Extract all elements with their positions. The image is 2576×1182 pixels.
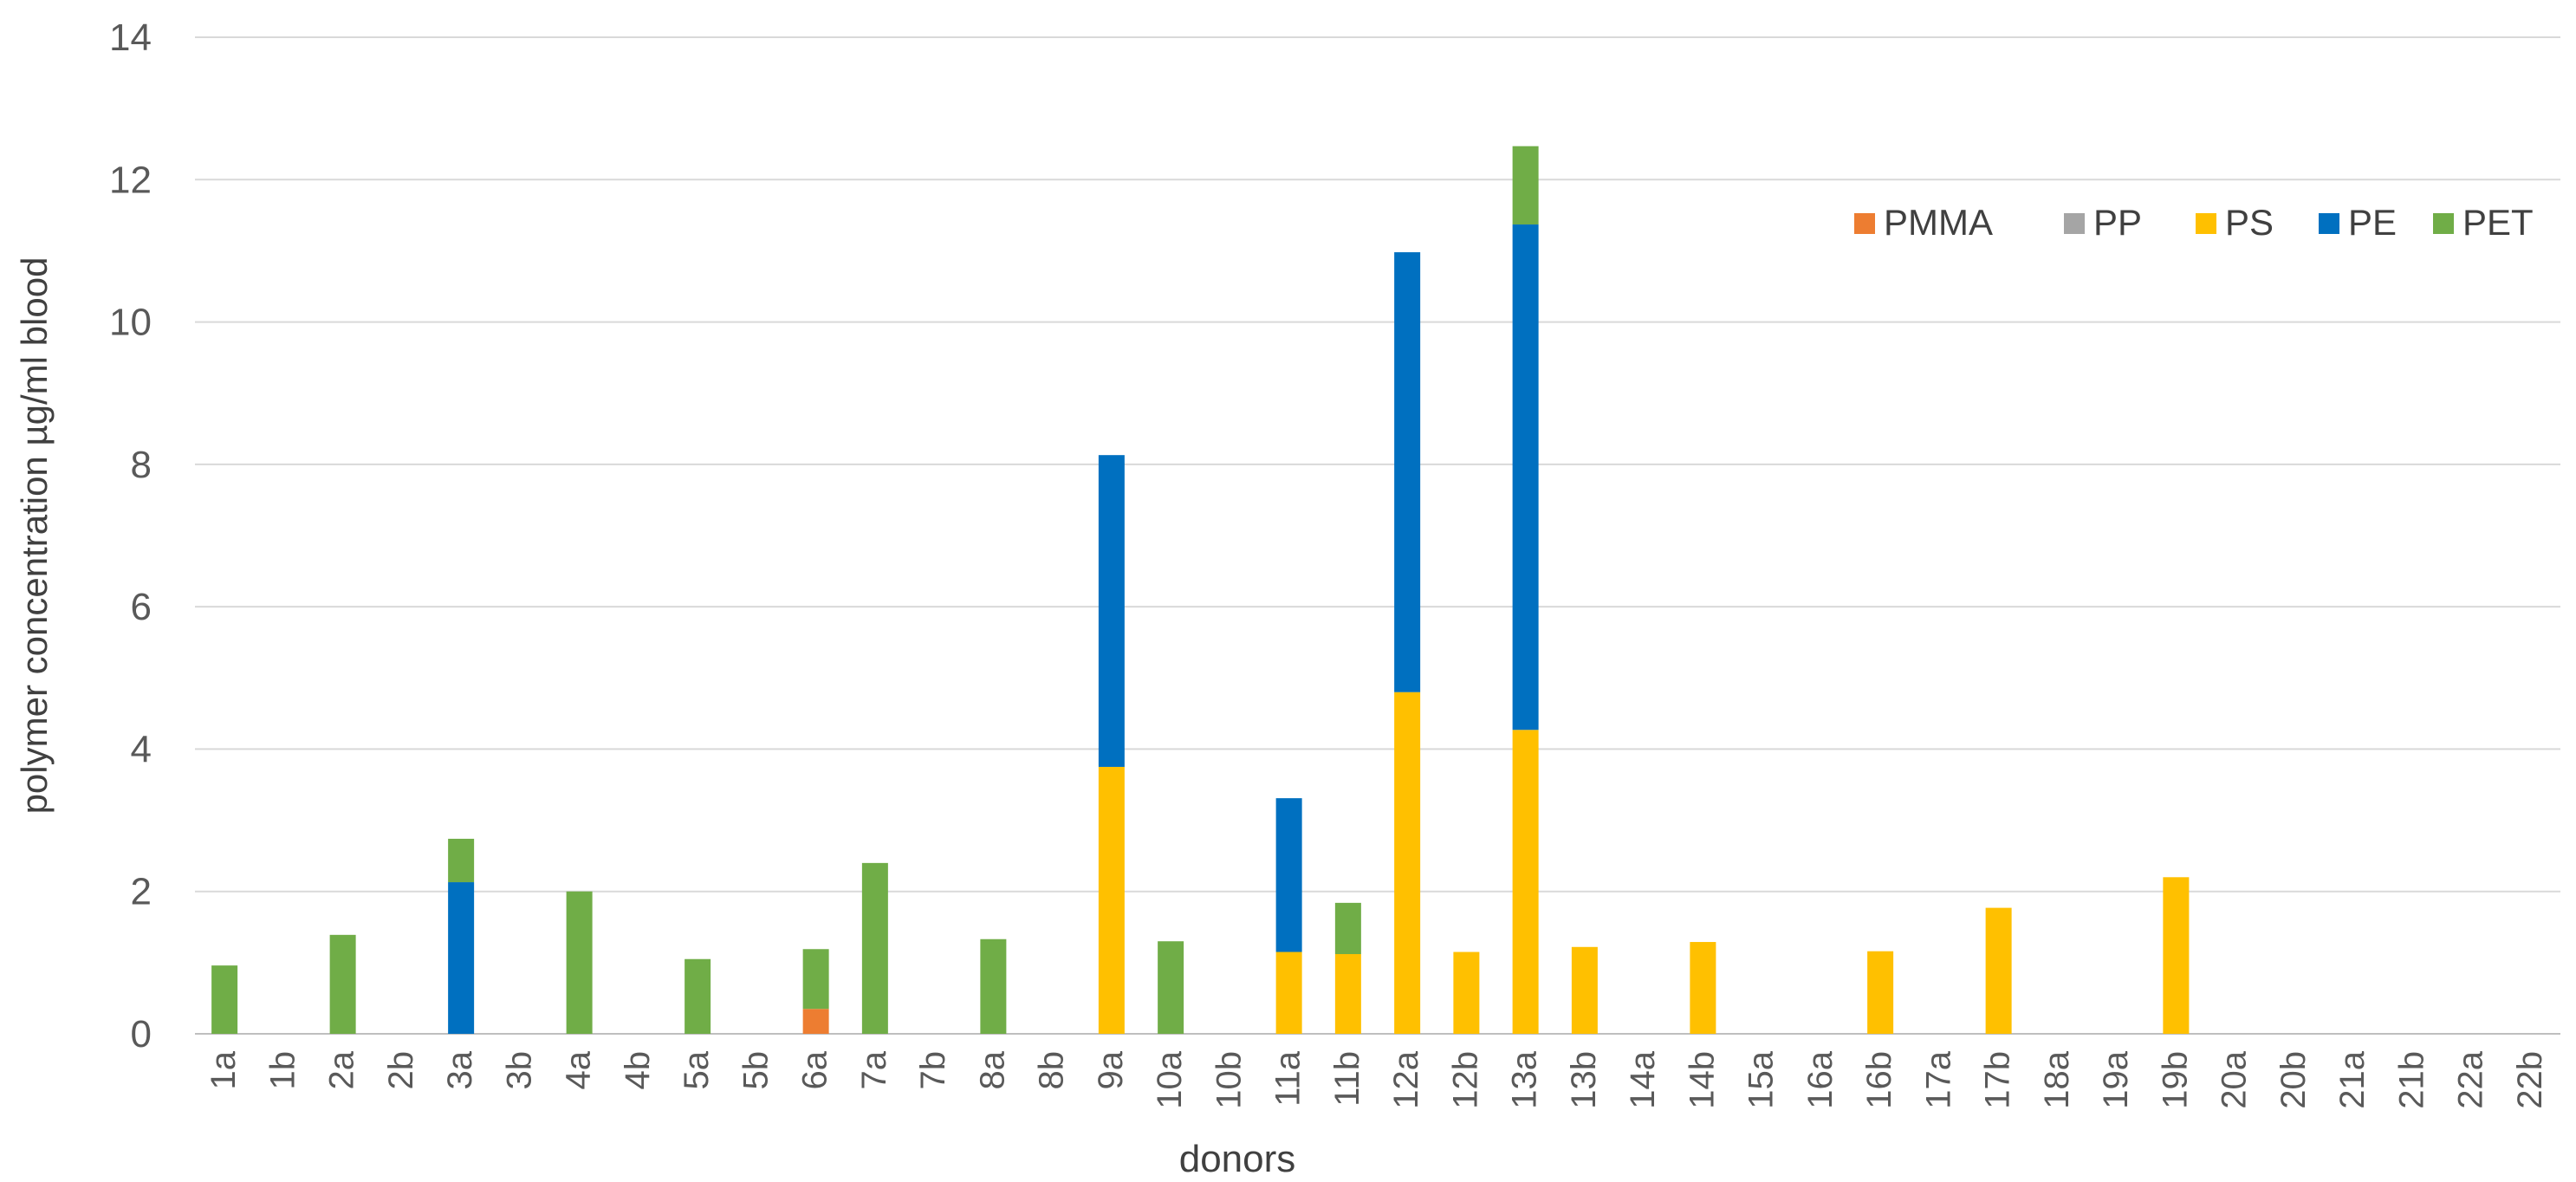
x-tick-label: 11b bbox=[1328, 1051, 1366, 1107]
x-tick-label: 17b bbox=[1979, 1051, 2017, 1109]
legend-label-pmma: PMMA bbox=[1884, 202, 1993, 243]
x-tick-label: 7a bbox=[855, 1050, 893, 1089]
bar-segment-pet-2a bbox=[329, 934, 356, 1034]
y-tick-label: 2 bbox=[131, 871, 152, 913]
legend-swatch-pmma bbox=[1854, 213, 1875, 234]
legend-swatch-pet bbox=[2433, 213, 2454, 234]
x-tick-label: 20b bbox=[2274, 1051, 2313, 1109]
bars bbox=[211, 146, 2190, 1034]
x-tick-label: 19b bbox=[2156, 1051, 2194, 1109]
x-tick-label: 22b bbox=[2511, 1051, 2549, 1109]
x-tick-label: 10a bbox=[1151, 1050, 1189, 1108]
legend-label-pp: PP bbox=[2093, 202, 2142, 243]
bar-segment-ps-13a bbox=[1512, 730, 1539, 1034]
x-tick-label: 21a bbox=[2333, 1050, 2372, 1108]
x-tick-label: 4b bbox=[619, 1051, 657, 1090]
bar-segment-ps-9a bbox=[1098, 766, 1125, 1034]
y-tick-label: 6 bbox=[131, 586, 152, 628]
legend-label-pet: PET bbox=[2462, 202, 2534, 243]
x-tick-label: 16a bbox=[1801, 1050, 1840, 1108]
bar-segment-ps-16b bbox=[1867, 951, 1894, 1034]
legend-label-pe: PE bbox=[2348, 202, 2397, 243]
x-tick-label: 10b bbox=[1210, 1051, 1248, 1109]
bar-segment-pet-4a bbox=[566, 891, 593, 1034]
x-tick-label: 12a bbox=[1387, 1050, 1425, 1108]
bar-segment-ps-19b bbox=[2163, 877, 2190, 1034]
bar-segment-pet-1a bbox=[211, 965, 238, 1034]
x-tick-label: 17a bbox=[1919, 1050, 1957, 1108]
x-tick-label: 11a bbox=[1269, 1050, 1307, 1107]
bar-segment-pet-6a bbox=[802, 949, 829, 1010]
legend-label-ps: PS bbox=[2225, 202, 2274, 243]
bar-segment-pe-9a bbox=[1098, 455, 1125, 767]
legend-swatch-ps bbox=[2196, 213, 2216, 234]
x-tick-label: 2a bbox=[323, 1050, 361, 1089]
x-tick-label: 13a bbox=[1506, 1050, 1544, 1108]
bar-segment-pe-11a bbox=[1275, 798, 1302, 952]
bar-segment-pet-10a bbox=[1158, 941, 1184, 1034]
bar-segment-ps-12b bbox=[1453, 951, 1480, 1034]
y-tick-label: 10 bbox=[109, 302, 152, 344]
bar-segment-pe-12a bbox=[1394, 252, 1421, 692]
x-tick-label: 3b bbox=[500, 1051, 538, 1090]
x-tick-label: 15a bbox=[1742, 1050, 1781, 1108]
x-tick-label: 19a bbox=[2097, 1050, 2135, 1108]
x-tick-label: 13b bbox=[1565, 1051, 1603, 1109]
x-axis-ticks: 1a 1b 2a 2b 3a 3b 4a 4b 5a 5b 6a 7a 7b 8a 8b 9a 10a 10b 11… bbox=[204, 1050, 2549, 1108]
bar-segment-pmma-6a bbox=[802, 1009, 829, 1034]
x-tick-label: 8b bbox=[1033, 1051, 1071, 1090]
x-tick-label: 3a bbox=[441, 1050, 479, 1089]
bar-segment-pet-11b bbox=[1334, 902, 1361, 954]
bar-segment-ps-14b bbox=[1690, 942, 1716, 1034]
bar-segment-pe-3a bbox=[448, 882, 475, 1034]
y-tick-label: 12 bbox=[109, 159, 152, 201]
x-tick-label: 7b bbox=[914, 1051, 952, 1090]
x-tick-label: 9a bbox=[1092, 1050, 1130, 1089]
bar-segment-pet-3a bbox=[448, 838, 475, 883]
y-axis-title: polymer concentration µg/ml blood bbox=[14, 257, 55, 815]
y-tick-label: 4 bbox=[131, 728, 152, 770]
x-tick-label: 2b bbox=[382, 1051, 420, 1090]
y-axis-ticks: 0 2 4 6 8 10 12 14 bbox=[109, 16, 152, 1055]
bar-segment-pet-8a bbox=[980, 938, 1007, 1034]
x-axis-title: donors bbox=[1179, 1138, 1296, 1180]
x-tick-label: 21b bbox=[2392, 1051, 2430, 1109]
bar-segment-pet-13a bbox=[1512, 146, 1539, 225]
x-tick-label: 18a bbox=[2038, 1050, 2076, 1108]
x-tick-label: 6a bbox=[796, 1050, 834, 1089]
bar-segment-ps-12a bbox=[1394, 692, 1421, 1034]
x-tick-label: 8a bbox=[973, 1050, 1011, 1089]
y-tick-label: 8 bbox=[131, 444, 152, 486]
x-tick-label: 22a bbox=[2452, 1050, 2490, 1108]
x-tick-label: 14a bbox=[1624, 1050, 1662, 1108]
x-tick-label: 4a bbox=[560, 1050, 598, 1089]
bar-segment-pe-13a bbox=[1512, 224, 1539, 731]
x-tick-label: 5b bbox=[736, 1051, 775, 1090]
x-tick-label: 14b bbox=[1683, 1051, 1721, 1109]
bar-segment-ps-11a bbox=[1275, 951, 1302, 1034]
gridlines bbox=[195, 36, 2560, 1035]
x-tick-label: 1b bbox=[263, 1051, 302, 1090]
x-tick-label: 5a bbox=[678, 1050, 716, 1089]
y-tick-label: 0 bbox=[131, 1013, 152, 1055]
bar-segment-ps-11b bbox=[1334, 954, 1361, 1034]
x-tick-label: 20a bbox=[2216, 1050, 2254, 1108]
legend-swatch-pe bbox=[2319, 213, 2339, 234]
bar-segment-pet-5a bbox=[685, 958, 711, 1034]
x-tick-label: 12b bbox=[1446, 1051, 1484, 1109]
y-tick-label: 14 bbox=[109, 16, 152, 59]
bar-segment-ps-13b bbox=[1571, 946, 1598, 1034]
bar-segment-pet-7a bbox=[861, 862, 888, 1034]
legend-swatch-pp bbox=[2064, 213, 2085, 234]
legend: PMMA PP PS PE PET bbox=[1854, 202, 2534, 243]
bar-segment-ps-17b bbox=[1985, 907, 2012, 1034]
x-tick-label: 16b bbox=[1860, 1051, 1898, 1109]
x-tick-label: 1a bbox=[204, 1050, 243, 1089]
